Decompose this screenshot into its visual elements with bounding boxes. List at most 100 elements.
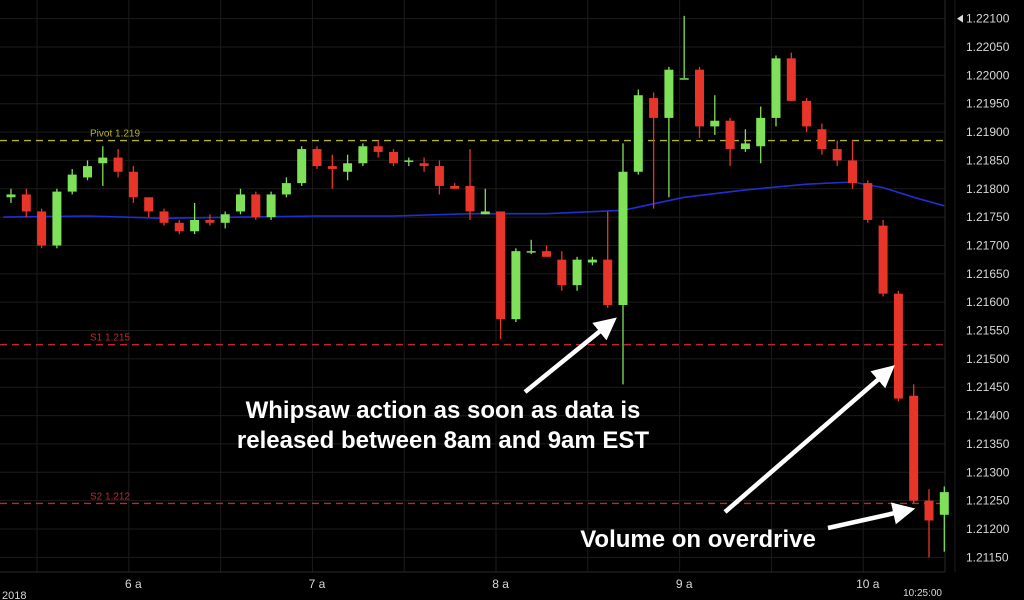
candle-body	[6, 194, 16, 198]
candle-body	[358, 146, 368, 164]
y-tick-label: 1.21850	[966, 153, 1010, 167]
candle-body	[802, 100, 812, 127]
candle-body	[128, 171, 138, 198]
candle-body	[496, 211, 506, 320]
candle-body	[83, 166, 92, 178]
y-tick-label: 1.21700	[966, 238, 1010, 252]
x-tick-label: 7 a	[309, 577, 326, 591]
candle-body	[251, 194, 261, 218]
candle-body	[511, 251, 521, 320]
candle-body	[786, 58, 796, 101]
candle-body	[52, 191, 62, 246]
candle-body	[832, 149, 842, 161]
candle-body	[756, 117, 766, 147]
candle-body	[939, 492, 949, 515]
level-label: Pivot 1.219	[90, 129, 140, 140]
annotation-text-line: Whipsaw action as soon as data is	[246, 397, 641, 424]
candle-body	[37, 211, 47, 246]
volume-arrow-up	[723, 365, 895, 514]
candle-body	[21, 194, 31, 212]
candle-body	[297, 149, 307, 184]
y-tick-label: 1.21900	[966, 125, 1010, 139]
candle-body	[434, 166, 444, 186]
x-time-label: 10:25:00	[903, 588, 942, 599]
candle-body	[664, 69, 674, 118]
candle-body	[863, 183, 873, 220]
x-tick-label: 6 a	[125, 577, 142, 591]
x-tick-label: 10 a	[856, 577, 880, 591]
y-tick-label: 1.21750	[966, 210, 1010, 224]
candle-body	[587, 259, 597, 263]
y-tick-label: 1.22000	[966, 68, 1010, 82]
candle-body	[450, 185, 460, 189]
candle-body	[389, 151, 398, 164]
candle-body	[144, 197, 154, 212]
candle-body	[174, 222, 184, 232]
candle-body	[909, 395, 919, 501]
candle-body	[220, 214, 230, 223]
candle-body	[281, 183, 291, 195]
y-tick-label: 1.21300	[966, 465, 1010, 479]
candle-body	[740, 143, 750, 150]
candle-body	[419, 163, 429, 167]
candle-body	[266, 194, 276, 218]
candle-body	[771, 58, 781, 118]
y-tick-label: 1.21250	[966, 494, 1010, 508]
candle-body	[327, 166, 337, 169]
level-label: S1 1.215	[90, 333, 130, 344]
candle-body	[848, 160, 857, 184]
x-tick-label: 8 a	[492, 577, 509, 591]
candle-body	[557, 259, 567, 286]
y-tick-label: 1.21500	[966, 352, 1010, 366]
annotation-text-line: Volume on overdrive	[580, 526, 816, 553]
level-label: S2 1.212	[90, 491, 130, 502]
y-tick-label: 1.21450	[966, 380, 1010, 394]
y-tick-label: 1.21950	[966, 97, 1010, 111]
candle-body	[725, 120, 735, 150]
y-tick-label: 1.21150	[966, 550, 1009, 564]
y-tick-label: 1.21650	[966, 267, 1010, 281]
candle-body	[893, 293, 903, 399]
x-year-label: 2018	[2, 590, 26, 600]
volume-arrow-right	[827, 502, 916, 531]
current-price-marker	[957, 14, 963, 23]
candle-body	[878, 225, 888, 294]
candle-body	[572, 259, 582, 286]
candle-body	[404, 160, 414, 162]
candle-body	[817, 129, 827, 150]
candle-body	[679, 78, 689, 80]
candle-body	[312, 149, 322, 167]
candle-body	[190, 219, 200, 232]
candle-body	[113, 157, 123, 172]
candle-body	[695, 69, 704, 127]
candle-body	[710, 120, 720, 127]
annotation-text-line: released between 8am and 9am EST	[237, 427, 650, 454]
candle-body	[480, 211, 490, 215]
candle-body	[542, 251, 551, 257]
y-tick-label: 1.21550	[966, 324, 1010, 338]
y-tick-label: 1.21200	[966, 522, 1010, 536]
candle-body	[373, 146, 383, 152]
x-tick-label: 9 a	[676, 577, 693, 591]
y-tick-label: 1.22050	[966, 40, 1010, 54]
candle-body	[236, 194, 245, 212]
candle-body	[98, 157, 108, 164]
candle-body	[205, 219, 215, 223]
candle-body	[526, 251, 536, 253]
y-tick-label: 1.21800	[966, 182, 1010, 196]
candle-body	[603, 259, 613, 306]
candle-body	[618, 171, 628, 306]
y-tick-label: 1.21600	[966, 295, 1010, 309]
whipsaw-arrow	[523, 317, 617, 394]
candle-body	[924, 500, 934, 521]
y-tick-label: 1.22100	[966, 12, 1010, 26]
candle-body	[649, 98, 659, 118]
candle-body	[633, 95, 643, 172]
candle-body	[159, 211, 169, 223]
candle-body	[343, 163, 353, 172]
candle-body	[67, 174, 77, 192]
candle-body	[465, 185, 475, 212]
y-tick-label: 1.21350	[966, 437, 1010, 451]
